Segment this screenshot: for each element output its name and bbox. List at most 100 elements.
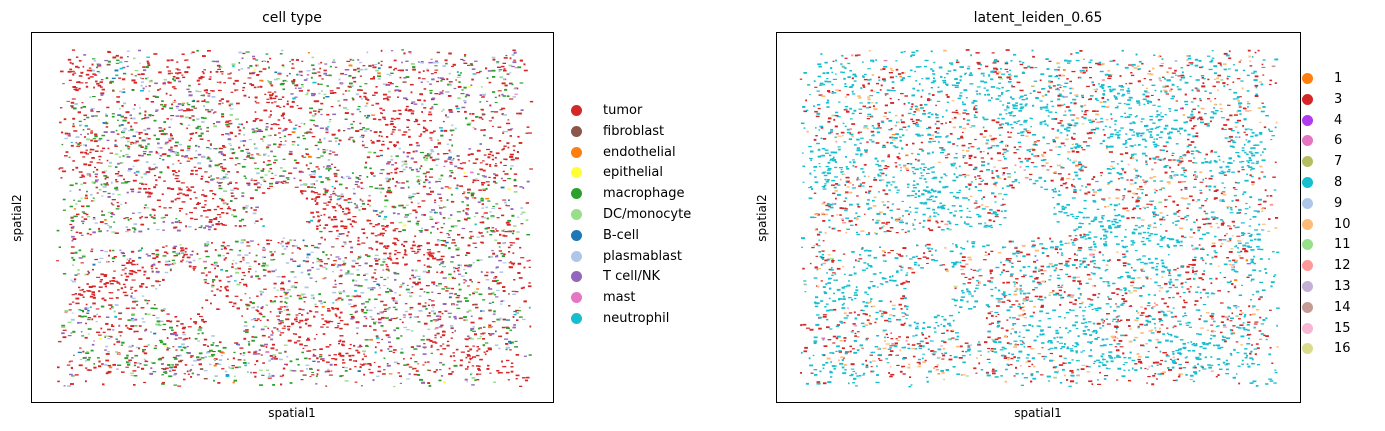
cell-point (90, 130, 93, 132)
cell-point (291, 63, 294, 65)
cell-point (253, 318, 257, 320)
legend-marker (571, 105, 582, 116)
cell-point (468, 237, 472, 239)
cell-point (437, 77, 440, 79)
cell-point (116, 281, 120, 284)
cell-point (329, 150, 332, 152)
cell-point (1238, 318, 1241, 320)
cell-point (388, 252, 392, 255)
cell-point (111, 280, 115, 282)
cell-point (469, 358, 472, 361)
cell-point (286, 75, 289, 77)
cell-point (230, 189, 235, 191)
cell-point (145, 328, 148, 331)
cell-point (380, 64, 383, 66)
cell-point (353, 68, 357, 71)
cell-point (324, 224, 329, 226)
cell-point (435, 180, 438, 183)
cell-point (329, 90, 334, 92)
cell-point (99, 257, 104, 259)
cell-point (149, 169, 153, 171)
cell-point (78, 364, 83, 367)
cell-point (1011, 86, 1016, 88)
cell-point (127, 56, 129, 58)
cell-point (256, 318, 260, 320)
cell-point (348, 358, 352, 361)
cell-point (221, 102, 224, 104)
cell-point (171, 103, 173, 106)
cell-point (98, 137, 103, 140)
cell-point (305, 368, 308, 370)
cell-point (384, 195, 387, 198)
cell-point (417, 244, 422, 247)
cell-point (489, 104, 492, 107)
cell-point (1152, 361, 1156, 364)
cell-point (155, 150, 158, 153)
cell-point (882, 68, 886, 70)
cell-point (255, 206, 259, 209)
cell-point (1013, 356, 1016, 359)
cell-point (195, 150, 198, 152)
cell-point (1228, 128, 1233, 130)
cell-point (57, 366, 60, 369)
cell-point (108, 292, 111, 294)
cell-point (342, 260, 345, 262)
cell-point (457, 266, 460, 269)
cell-point (301, 86, 304, 88)
cell-point (280, 141, 282, 143)
cell-point (212, 279, 216, 281)
cell-point (337, 297, 342, 299)
cell-point (362, 127, 366, 129)
cell-point (284, 350, 287, 353)
cell-point (257, 129, 262, 131)
cell-point (463, 319, 467, 321)
cell-point (496, 289, 500, 292)
cell-point (93, 140, 98, 143)
cell-point (337, 322, 341, 324)
cell-point (253, 143, 256, 145)
cell-point (388, 373, 393, 375)
cell-point (436, 221, 440, 223)
cell-point (387, 189, 391, 192)
cell-point (303, 183, 307, 185)
cell-point (478, 116, 483, 119)
cell-point (89, 161, 93, 163)
cell-point (317, 361, 320, 363)
cell-point (313, 100, 316, 103)
cell-point (498, 246, 501, 248)
cell-point (449, 170, 453, 172)
cell-point (173, 151, 177, 154)
cell-point (349, 223, 352, 226)
cell-point (241, 192, 245, 194)
cell-point (224, 173, 229, 176)
cell-point (409, 292, 414, 294)
cell-point (364, 279, 368, 281)
cell-point (87, 333, 90, 335)
cell-point (341, 264, 346, 266)
cell-point (520, 223, 524, 225)
cell-point (359, 85, 362, 88)
cell-point (450, 110, 452, 113)
cell-point (134, 290, 136, 292)
cell-point (141, 317, 144, 320)
cell-point (448, 316, 451, 318)
cell-point (465, 213, 469, 216)
cell-point (373, 329, 377, 331)
cell-point (324, 277, 327, 279)
cell-point (77, 321, 80, 324)
cell-point (419, 230, 423, 233)
cell-point (121, 341, 125, 344)
cell-point (267, 80, 270, 82)
cell-point (461, 89, 464, 91)
cell-point (260, 307, 263, 309)
cell-point (143, 358, 146, 361)
cell-point (418, 135, 422, 137)
cell-point (270, 239, 273, 241)
cell-point (386, 162, 390, 165)
cell-point (284, 301, 287, 303)
cell-point (315, 100, 320, 103)
cell-point (69, 205, 73, 208)
cell-point (216, 265, 219, 267)
cell-point (442, 240, 447, 242)
cell-point (104, 363, 108, 366)
